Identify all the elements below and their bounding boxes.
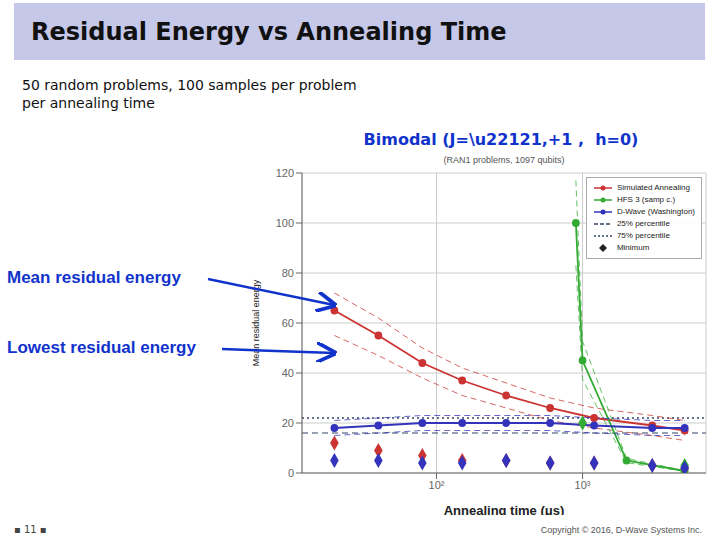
svg-text:120: 120: [276, 167, 294, 179]
html-text:▪ 11 ▪: ▪ 11 ▪: [14, 524, 47, 535]
html-text:Mean residual energy: Mean residual energy: [7, 268, 181, 287]
html-text:Residual Energy vs Annealing T: Residual Energy vs Annealing Time: [31, 17, 507, 46]
svg-text:10²: 10²: [429, 479, 445, 491]
html-text:75% percentile: 75% percentile: [616, 231, 670, 240]
html-text:Copyright © 2016, D-Wave Syste: Copyright © 2016, D-Wave Systems Inc.: [540, 525, 702, 535]
svg-text:100: 100: [276, 217, 294, 229]
html-text:25% percentile: 25% percentile: [616, 219, 670, 228]
html-text:Minimum: Minimum: [616, 243, 650, 252]
html-text:HFS 3 (samp c.): HFS 3 (samp c.): [616, 195, 676, 204]
html-text:D-Wave (Washington): D-Wave (Washington): [616, 207, 695, 216]
html-text:50 random problems, 100 sample: 50 random problems, 100 samples per prob…: [22, 77, 357, 111]
svg-text:60: 60: [282, 317, 294, 329]
svg-text:40: 40: [282, 367, 294, 379]
svg-text:Annealing time (μs): Annealing time (μs): [444, 503, 565, 515]
html-text:Simulated Annealing: Simulated Annealing: [616, 183, 690, 192]
svg-text:20: 20: [282, 417, 294, 429]
svg-text:80: 80: [282, 267, 294, 279]
svg-text:0: 0: [288, 467, 294, 479]
html-text:(RAN1 problems, 1097 qubits): (RAN1 problems, 1097 qubits): [443, 155, 565, 165]
html-text:Lowest residual energy: Lowest residual energy: [7, 338, 196, 357]
svg-text:10³: 10³: [575, 479, 591, 491]
html-text:Bimodal (J=\u22121,+1 , h=0): Bimodal (J=\u22121,+1 , h=0): [363, 130, 639, 149]
svg-text:Mean residual energy: Mean residual energy: [251, 279, 261, 366]
